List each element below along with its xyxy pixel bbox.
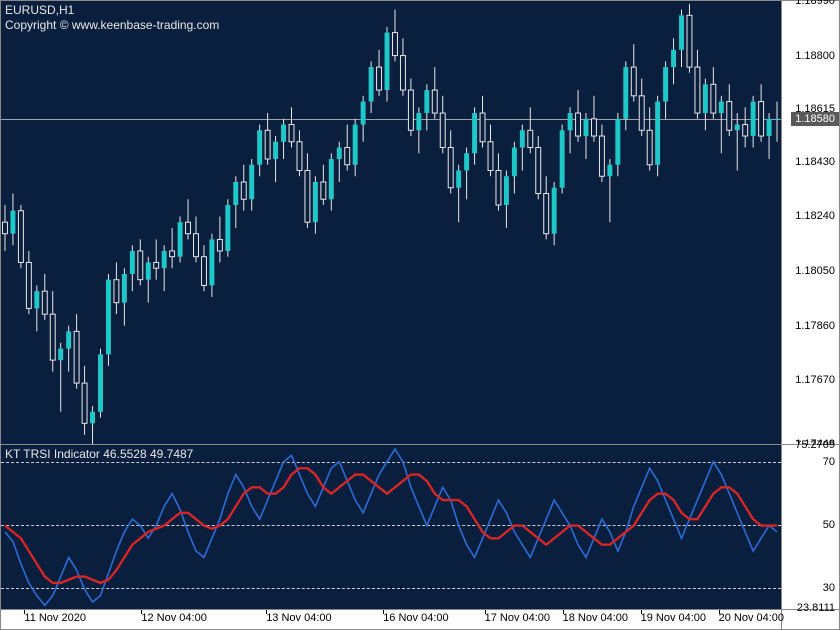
current-price-marker: 1.18580 <box>791 112 839 126</box>
indicator-chart[interactable]: KT TRSI Indicator 46.5528 49.7487 75.270… <box>0 445 840 610</box>
indicator-y-tick: 23.8111 <box>797 602 835 614</box>
main-y-axis: 1.189901.188001.186151.184301.182401.180… <box>781 1 839 444</box>
indicator-svg <box>1 445 781 609</box>
x-tick-label: 17 Nov 04:00 <box>485 612 550 624</box>
y-tick-label: 1.18990 <box>795 0 835 7</box>
y-tick-label: 1.18430 <box>795 156 835 168</box>
x-tick-label: 11 Nov 2020 <box>24 612 86 624</box>
x-tick-label: 18 Nov 04:00 <box>563 612 628 624</box>
x-tick-label: 13 Nov 04:00 <box>266 612 331 624</box>
indicator-y-tick: 50 <box>823 519 835 531</box>
x-tick-label: 20 Nov 04:00 <box>719 612 784 624</box>
x-tick-label: 16 Nov 04:00 <box>383 612 448 624</box>
time-axis: 11 Nov 2020 12 Nov 04:00 13 Nov 04:00 16 No… <box>0 610 840 630</box>
main-price-chart[interactable]: EURUSD,H1 Copyright © www.keenbase-tradi… <box>0 0 840 445</box>
indicator-label: KT TRSI Indicator 46.5528 49.7487 <box>5 447 193 461</box>
y-tick-label: 1.17670 <box>795 374 835 386</box>
indicator-plot-area[interactable]: KT TRSI Indicator 46.5528 49.7487 <box>1 445 781 609</box>
indicator-y-tick: 70 <box>823 456 835 468</box>
copyright-label: Copyright © www.keenbase-trading.com <box>5 18 219 32</box>
y-tick-label: 1.18800 <box>795 50 835 62</box>
y-tick-label: 1.18050 <box>795 265 835 277</box>
chart-container: EURUSD,H1 Copyright © www.keenbase-tradi… <box>0 0 840 630</box>
y-tick-label: 1.17860 <box>795 320 835 332</box>
x-tick-label: 19 Nov 04:00 <box>641 612 706 624</box>
y-tick-label: 1.18240 <box>795 210 835 222</box>
indicator-y-tick: 30 <box>823 582 835 594</box>
x-tick-label: 12 Nov 04:00 <box>141 612 206 624</box>
main-plot-area[interactable]: EURUSD,H1 Copyright © www.keenbase-tradi… <box>1 1 781 444</box>
symbol-timeframe-label: EURUSD,H1 <box>5 3 74 17</box>
candlestick-svg <box>1 1 781 444</box>
indicator-y-axis: 75.270970503023.8111 <box>781 445 839 609</box>
indicator-y-tick: 75.2709 <box>795 439 835 451</box>
